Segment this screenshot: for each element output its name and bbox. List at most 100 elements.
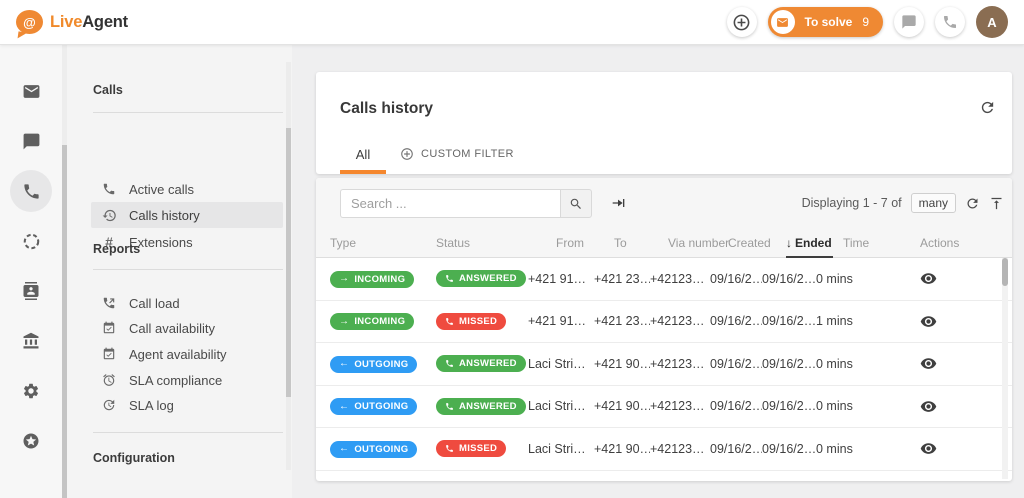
avatar[interactable]: A xyxy=(976,6,1008,38)
star-circle-icon xyxy=(22,432,40,450)
ended-cell: 09/16/2… xyxy=(762,314,816,329)
eye-icon[interactable] xyxy=(920,398,1012,415)
eye-icon[interactable] xyxy=(920,313,1012,330)
table-scrollbar-thumb[interactable] xyxy=(1002,258,1008,286)
phone-icon xyxy=(446,360,453,368)
eye-icon[interactable] xyxy=(920,440,1012,457)
sidebar-item-call-availability[interactable]: Call availability xyxy=(91,315,283,341)
from-cell: +421 91… xyxy=(528,271,587,286)
sidebar-item-sla-log[interactable]: SLA log xyxy=(91,392,283,418)
eye-icon[interactable] xyxy=(920,355,1012,372)
arrow-right-icon: → xyxy=(339,273,350,284)
column-header-to[interactable]: To xyxy=(614,236,627,250)
table-row[interactable]: → INCOMING ANSWERED +421 91… +421 23… +42… xyxy=(316,258,1012,301)
call-load-icon xyxy=(101,295,117,311)
column-header-actions: Actions xyxy=(920,236,960,250)
status-badge: ANSWERED xyxy=(436,397,526,415)
arrow-right-icon: → xyxy=(339,315,350,327)
from-cell: Laci Stri… xyxy=(528,356,586,371)
column-header-created[interactable]: Created xyxy=(728,236,771,250)
searchbox xyxy=(340,189,592,218)
bank-icon xyxy=(22,332,40,350)
rail-item-upgrade[interactable] xyxy=(19,429,43,453)
rail-item-automation[interactable] xyxy=(19,229,43,253)
via-number-cell: +42123… xyxy=(650,399,705,414)
rail-item-portal[interactable] xyxy=(19,329,43,353)
eye-icon[interactable] xyxy=(920,270,1012,287)
topbar: @ LiveAgent To solve 9 A xyxy=(0,0,1024,45)
rail-item-contacts[interactable] xyxy=(19,279,43,303)
ended-cell: 09/16/2… xyxy=(762,356,816,371)
menu-scrollbar-thumb[interactable] xyxy=(286,128,291,397)
sidebar-item-extensions[interactable]: # Extensions xyxy=(91,229,283,255)
rail-item-tickets[interactable] xyxy=(19,79,43,103)
calls-history-header-card: Calls history All CUSTOM FILTER xyxy=(316,72,1012,174)
arrow-left-icon: ← xyxy=(339,443,350,454)
calls-button[interactable] xyxy=(935,7,965,37)
page-title: Calls history xyxy=(340,100,434,117)
add-button[interactable] xyxy=(726,7,757,37)
plus-circle-icon xyxy=(732,13,751,32)
logo-bubble-icon: @ xyxy=(16,10,43,34)
search-input[interactable] xyxy=(340,189,560,218)
via-number-cell: +42123… xyxy=(650,356,705,371)
alarm-log-icon xyxy=(101,397,117,413)
table-body: → INCOMING ANSWERED +421 91… +421 23… +42… xyxy=(316,258,1012,471)
sidebar-item-active-calls[interactable]: Active calls xyxy=(91,176,283,202)
divider xyxy=(93,112,283,113)
tab-custom-filter[interactable]: CUSTOM FILTER xyxy=(400,134,514,174)
column-header-type[interactable]: Type xyxy=(330,236,357,250)
divider xyxy=(93,432,283,433)
tab-all[interactable]: All xyxy=(340,134,386,174)
count-selector[interactable]: many xyxy=(910,193,956,213)
rail-item-calls[interactable] xyxy=(19,179,43,203)
history-icon xyxy=(101,207,117,223)
rail-item-chats[interactable] xyxy=(19,129,43,153)
sidebar-item-call-load[interactable]: Call load xyxy=(91,290,283,316)
rail-item-settings[interactable] xyxy=(19,379,43,403)
column-header-status[interactable]: Status xyxy=(436,236,471,250)
refresh-button[interactable] xyxy=(965,196,980,211)
sidebar-item-calls-history[interactable]: Calls history xyxy=(91,202,283,228)
arrow-left-icon: ← xyxy=(339,358,350,369)
to-solve-button[interactable]: To solve 9 xyxy=(767,7,883,37)
refresh-button[interactable] xyxy=(979,99,996,116)
time-cell: 0 mins xyxy=(816,271,853,286)
to-cell: +421 90… xyxy=(594,441,650,456)
rail-scrollbar xyxy=(62,45,67,498)
time-cell: 0 mins xyxy=(816,399,853,414)
sort-desc-icon: ↓ xyxy=(786,236,792,250)
column-header-ended-sorted[interactable]: ↓ Ended xyxy=(762,228,833,258)
table-row[interactable]: ← OUTGOING MISSED Laci Stri… +421 90… +42… xyxy=(316,428,1012,471)
phone-icon xyxy=(446,275,453,283)
calls-sidebar: Calls Active calls Calls history # Exten… xyxy=(67,45,292,498)
forward-to-bar-icon[interactable] xyxy=(610,195,626,211)
type-badge: → INCOMING xyxy=(330,313,415,330)
status-badge: ANSWERED xyxy=(436,355,526,373)
created-cell: 09/16/2… xyxy=(710,356,762,371)
arrow-left-icon: ← xyxy=(339,400,350,412)
time-cell: 0 mins xyxy=(816,441,853,456)
type-badge: → INCOMING xyxy=(330,270,415,288)
table-scrollbar xyxy=(1002,258,1008,479)
contacts-icon xyxy=(22,282,40,300)
table-row[interactable]: → INCOMING MISSED +421 91… +421 23… +4212… xyxy=(316,300,1012,343)
rail-scrollbar-thumb[interactable] xyxy=(62,145,67,498)
column-header-from[interactable]: From xyxy=(556,236,584,250)
column-header-via-number[interactable]: Via number xyxy=(668,236,730,250)
export-icon[interactable] xyxy=(989,196,1004,211)
table-row[interactable]: ← OUTGOING ANSWERED Laci Stri… +421 90… +… xyxy=(316,385,1012,428)
column-header-time[interactable]: Time xyxy=(843,236,870,250)
search-icon xyxy=(569,197,583,211)
section-title-configuration: Configuration xyxy=(93,451,175,465)
table-row[interactable]: ← OUTGOING ANSWERED Laci Stri… +421 90… +… xyxy=(316,343,1012,386)
search-button[interactable] xyxy=(560,189,592,218)
from-cell: +421 91… xyxy=(528,314,587,329)
table-header-row: Type Status From To Via number Created ↓… xyxy=(316,228,1012,258)
from-cell: Laci Stri… xyxy=(528,441,586,456)
sidebar-item-agent-availability[interactable]: Agent availability xyxy=(91,341,283,367)
chats-button[interactable] xyxy=(894,7,924,37)
status-badge: MISSED xyxy=(436,312,507,330)
sidebar-item-sla-compliance[interactable]: SLA compliance xyxy=(91,367,283,393)
phone-icon xyxy=(446,317,453,325)
